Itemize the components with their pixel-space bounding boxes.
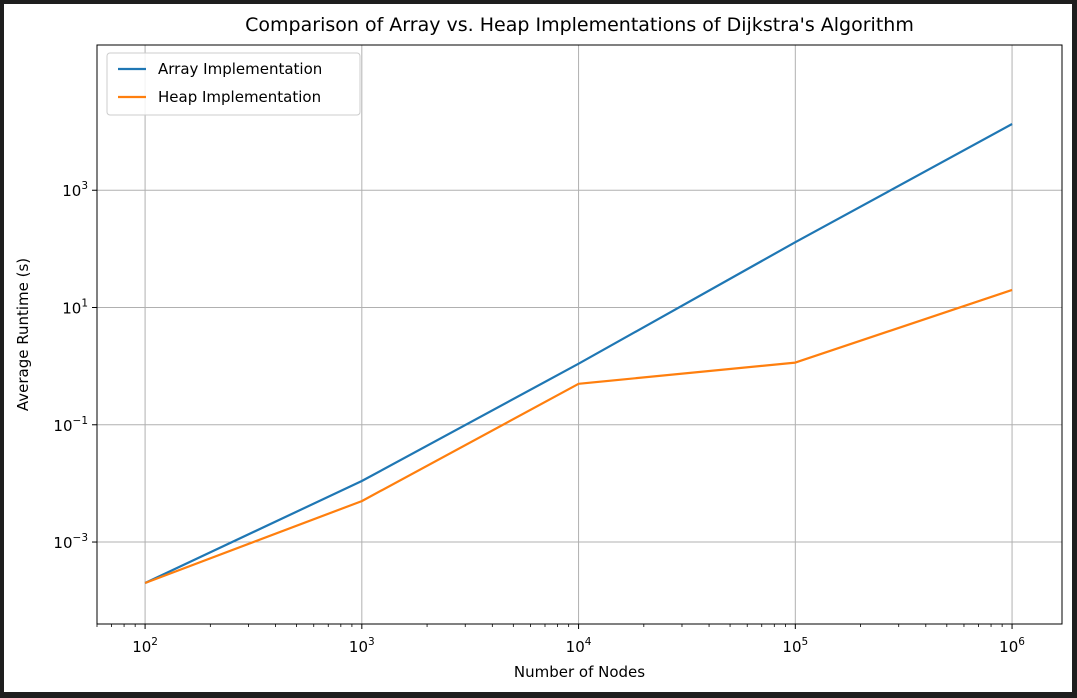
legend: Array Implementation Heap Implementation: [106, 52, 361, 116]
x-tick-label: 106: [999, 636, 1025, 656]
y-tick-label: 10−1: [53, 415, 88, 435]
y-axis-title: Average Runtime (s): [14, 258, 32, 411]
x-tick-label: 103: [349, 636, 375, 656]
axes-frame: [96, 44, 1063, 625]
y-tick-label: 103: [62, 180, 88, 200]
series-lines: [144, 123, 1013, 585]
y-tick-label: 10−3: [53, 532, 88, 552]
x-axis-title: Number of Nodes: [514, 663, 645, 681]
legend-label: Heap Implementation: [158, 88, 321, 106]
y-tick-label: 101: [62, 298, 88, 318]
series-line-heap: [144, 288, 1013, 585]
x-tick-label: 105: [782, 636, 808, 656]
chart-figure: Comparison of Array vs. Heap Implementat…: [4, 4, 1072, 692]
line-chart: Comparison of Array vs. Heap Implementat…: [14, 14, 1063, 681]
series-line-array: [144, 123, 1013, 584]
legend-box: [106, 52, 361, 116]
grid: [97, 45, 1062, 624]
x-axis-ticks: 102 103 104 105 106: [132, 624, 1025, 656]
x-tick-label: 102: [132, 636, 158, 656]
chart-title: Comparison of Array vs. Heap Implementat…: [245, 14, 914, 36]
x-tick-label: 104: [566, 636, 592, 656]
y-axis-ticks: 10−3 10−1 101 103: [53, 180, 97, 552]
legend-label: Array Implementation: [158, 60, 322, 78]
